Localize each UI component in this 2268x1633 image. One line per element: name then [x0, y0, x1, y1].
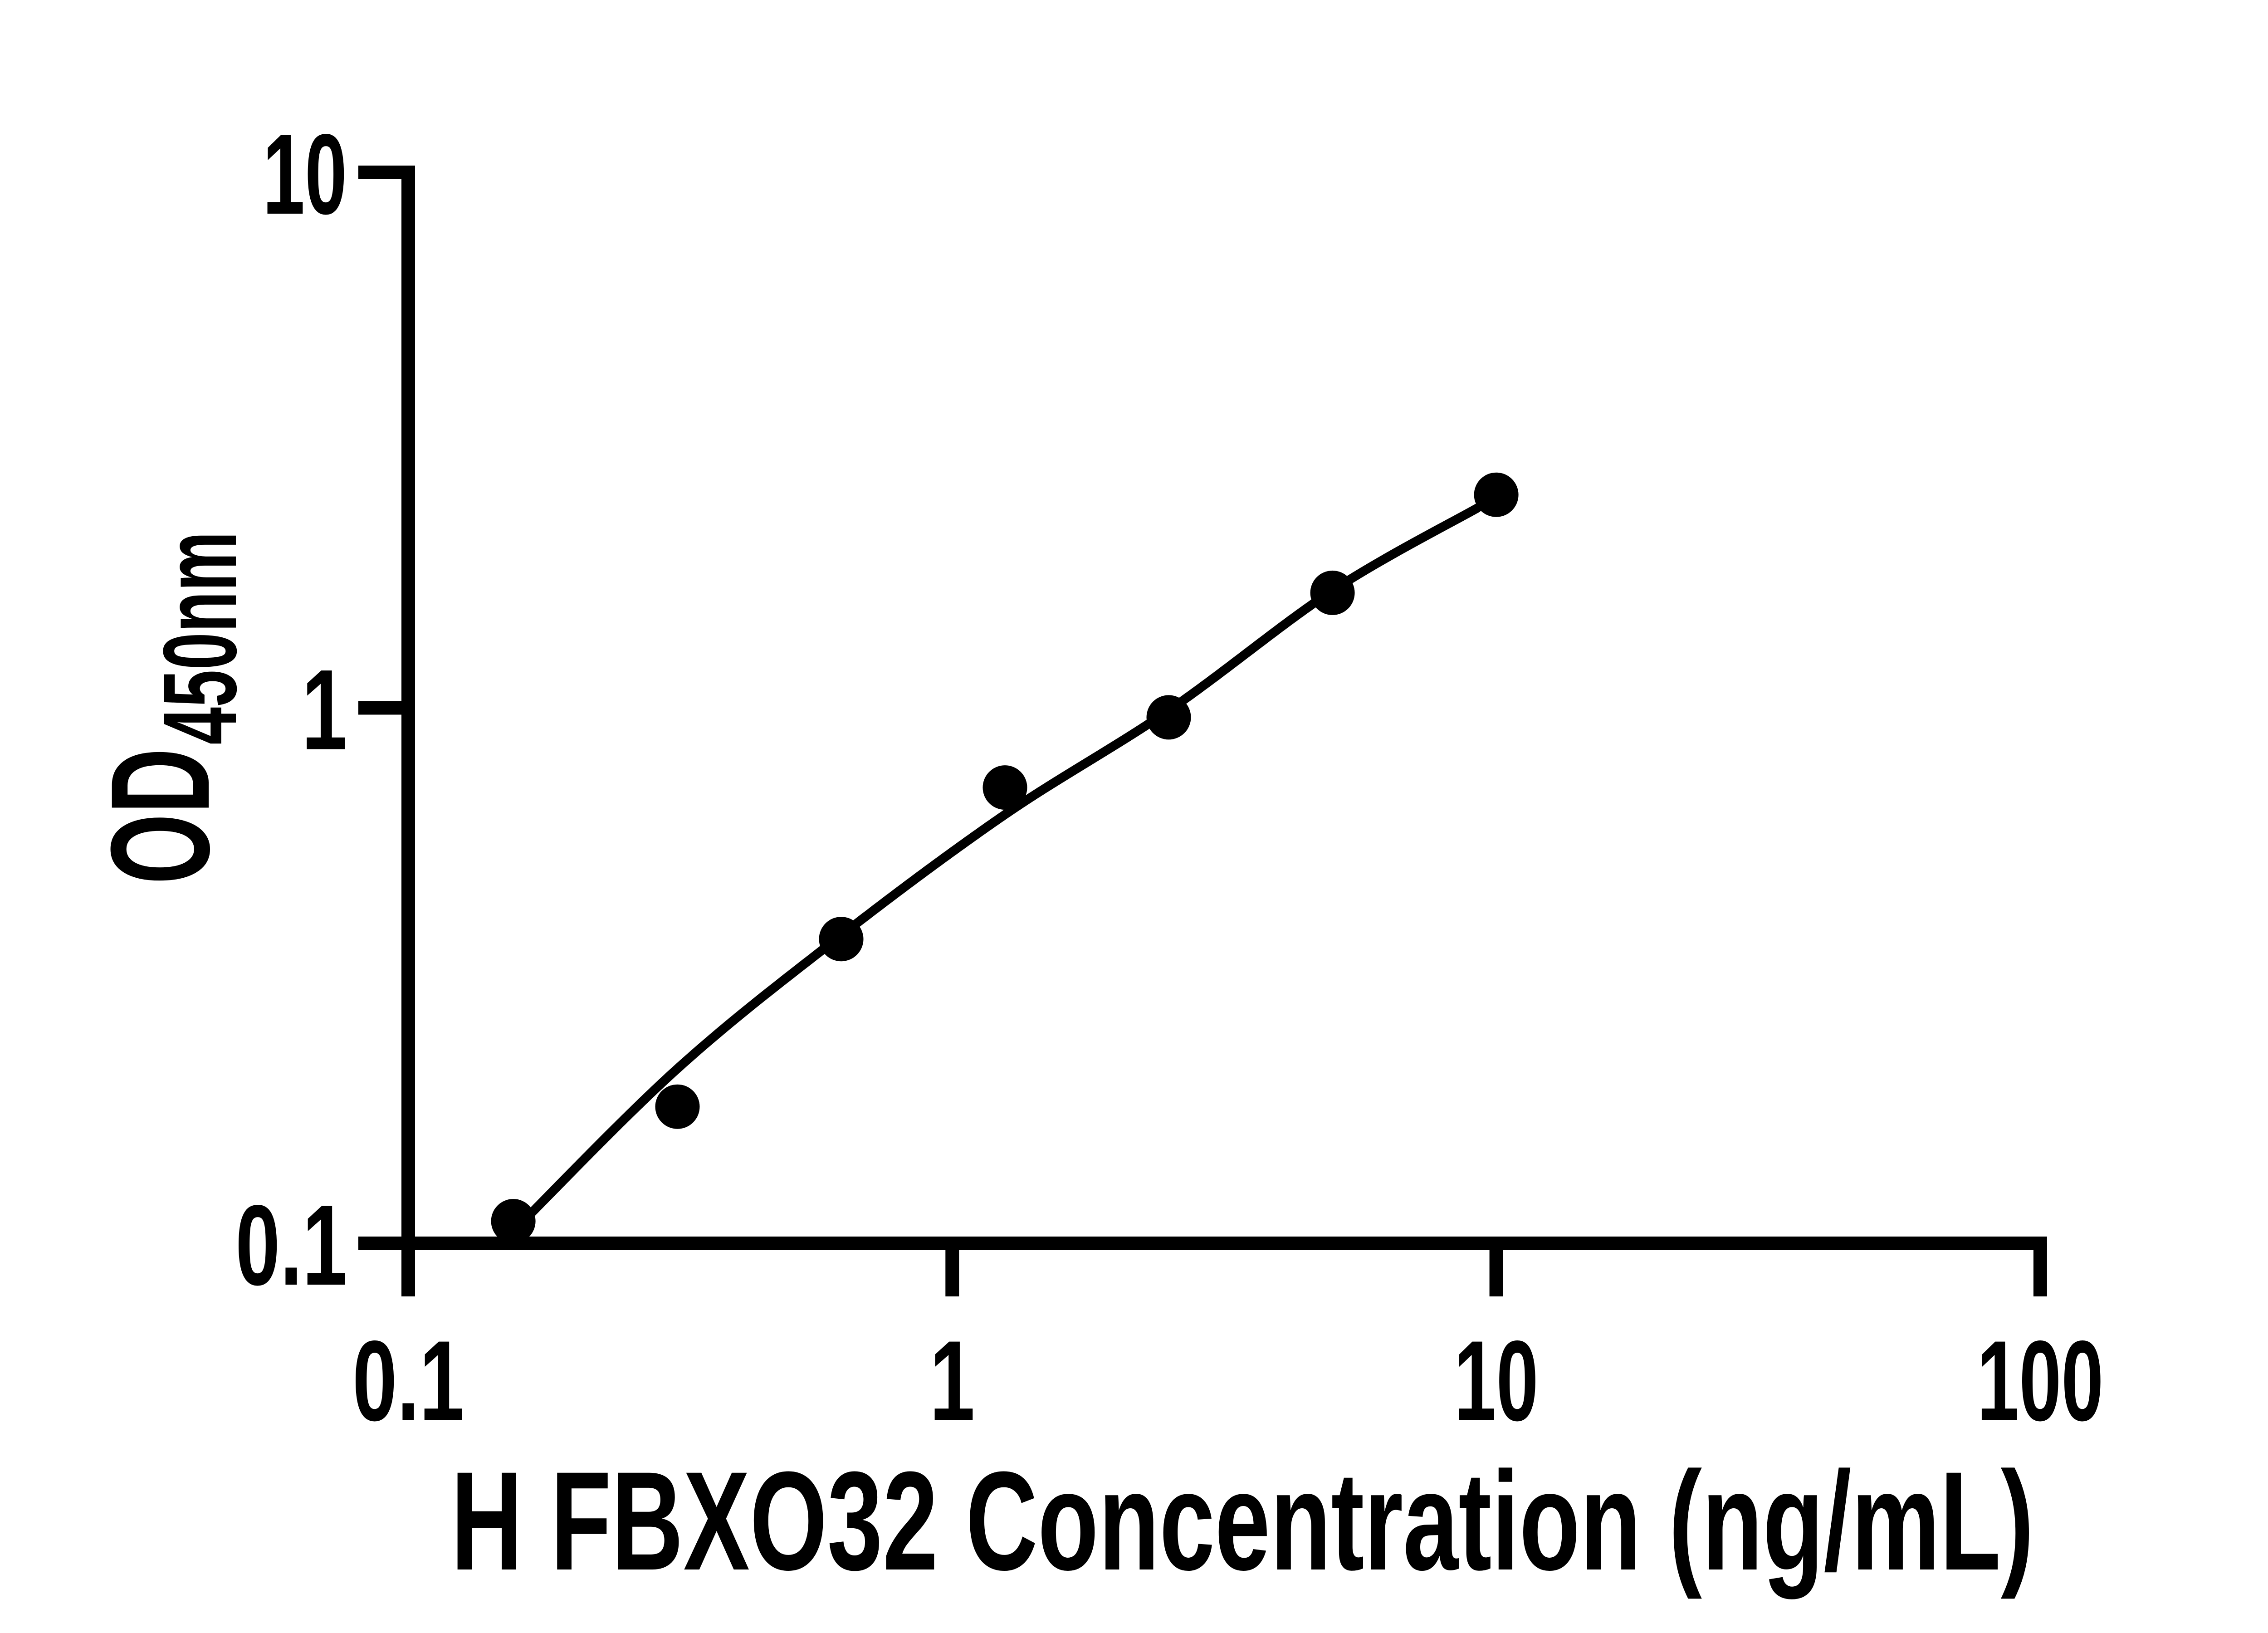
- x-axis-title: H FBXO32 Concentration (ng/mL): [451, 1442, 2034, 1600]
- y-tick-label-0.1: 0.1: [235, 1182, 347, 1309]
- data-point-x-1.25: [982, 765, 1027, 810]
- x-tick-label-100: 100: [1977, 1317, 2103, 1445]
- x-tick-label-1: 1: [929, 1317, 975, 1445]
- data-point-x-0.156: [491, 1199, 536, 1244]
- x-tick-label-0.1: 0.1: [352, 1317, 464, 1445]
- fit-line: [510, 504, 1482, 1235]
- data-point-x-0.3125: [655, 1084, 700, 1129]
- data-point-x-2.5: [1146, 695, 1191, 740]
- data-point-x-10: [1474, 472, 1519, 517]
- y-tick-label-1: 1: [302, 646, 347, 774]
- y-tick-label-10: 10: [263, 111, 347, 238]
- data-point-x-0.625: [819, 917, 864, 962]
- x-tick-label-10: 10: [1454, 1317, 1539, 1445]
- data-point-x-5: [1310, 570, 1355, 615]
- y-axis-title: OD450nm: [81, 532, 258, 885]
